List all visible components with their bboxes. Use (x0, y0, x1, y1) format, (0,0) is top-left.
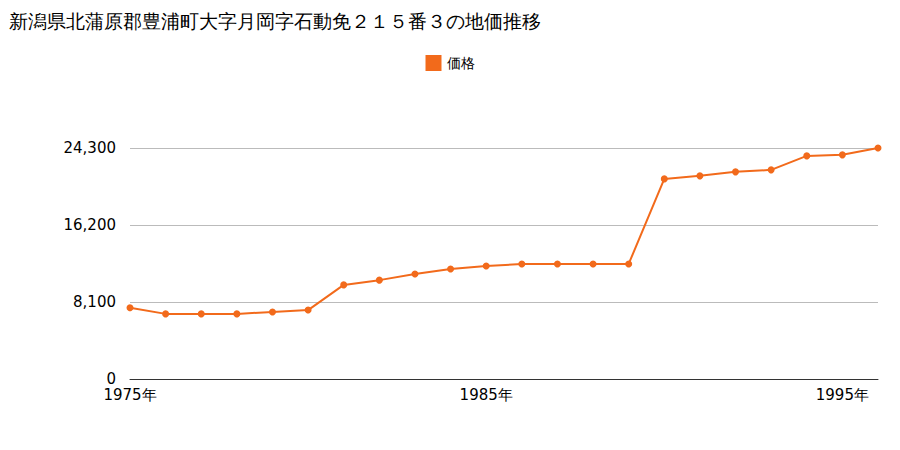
svg-text:0: 0 (106, 370, 116, 388)
svg-text:8,100: 8,100 (73, 293, 116, 311)
svg-text:新潟県北蒲原郡豊浦町大字月岡字石動免２１５番３の地価推移: 新潟県北蒲原郡豊浦町大字月岡字石動免２１５番３の地価推移 (9, 10, 541, 32)
svg-text:24,300: 24,300 (64, 139, 117, 157)
svg-text:1995年: 1995年 (816, 386, 869, 404)
svg-text:16,200: 16,200 (64, 216, 117, 234)
svg-text:1985年: 1985年 (460, 386, 513, 404)
svg-text:1975年: 1975年 (103, 386, 156, 404)
svg-text:価格: 価格 (447, 55, 475, 71)
